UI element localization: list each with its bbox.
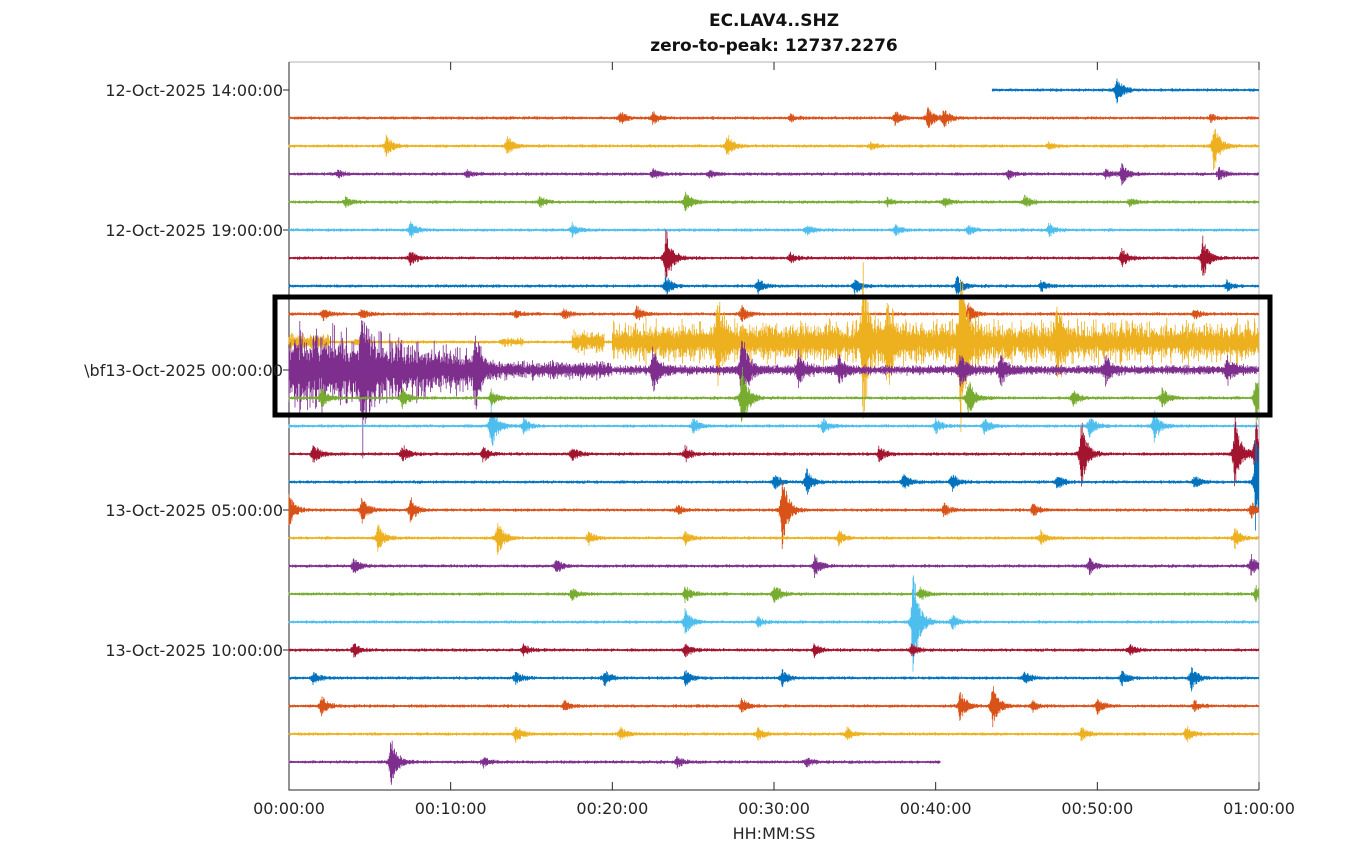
trace-row-6	[288, 229, 1259, 278]
trace-row-24	[288, 740, 941, 785]
trace-row-16	[288, 523, 1259, 556]
x-tick-label: 00:10:00	[415, 799, 487, 818]
x-tick-label: 00:20:00	[576, 799, 648, 818]
trace-row-12	[288, 403, 1259, 446]
trace-row-8	[288, 302, 1259, 324]
trace-row-21	[288, 667, 1259, 692]
x-tick-label: 01:00:00	[1223, 799, 1295, 818]
x-tick-label: 00:00:00	[253, 799, 325, 818]
x-axis-label: HH:MM:SS	[733, 824, 816, 843]
plot-axes	[283, 61, 1260, 791]
x-tick-label: 00:40:00	[900, 799, 972, 818]
highlight-box	[272, 294, 1273, 418]
x-tick-label: 00:30:00	[738, 799, 810, 818]
y-tick-label: 12-Oct-2025 14:00:00	[105, 81, 283, 100]
trace-row-0	[991, 78, 1259, 104]
x-tick-labels: 00:00:00 00:10:00 00:20:00 00:30:00 00:40:00…	[253, 799, 1295, 818]
y-tick-label: 13-Oct-2025 10:00:00	[105, 641, 283, 660]
y-tick-label: 13-Oct-2025 05:00:00	[105, 501, 283, 520]
chart-subtitle: zero-to-peak: 12737.2276	[650, 36, 898, 56]
y-tick-label: \bf13-Oct-2025 00:00:00	[84, 361, 283, 380]
trace-row-2	[288, 128, 1259, 171]
chart-title: EC.LAV4..SHZ	[709, 11, 839, 31]
y-tick-labels: 12-Oct-2025 14:00:00 12-Oct-2025 19:00:00…	[84, 81, 283, 660]
traces	[288, 78, 1259, 785]
x-tick-label: 00:50:00	[1061, 799, 1133, 818]
y-tick-label: 12-Oct-2025 19:00:00	[105, 221, 283, 240]
